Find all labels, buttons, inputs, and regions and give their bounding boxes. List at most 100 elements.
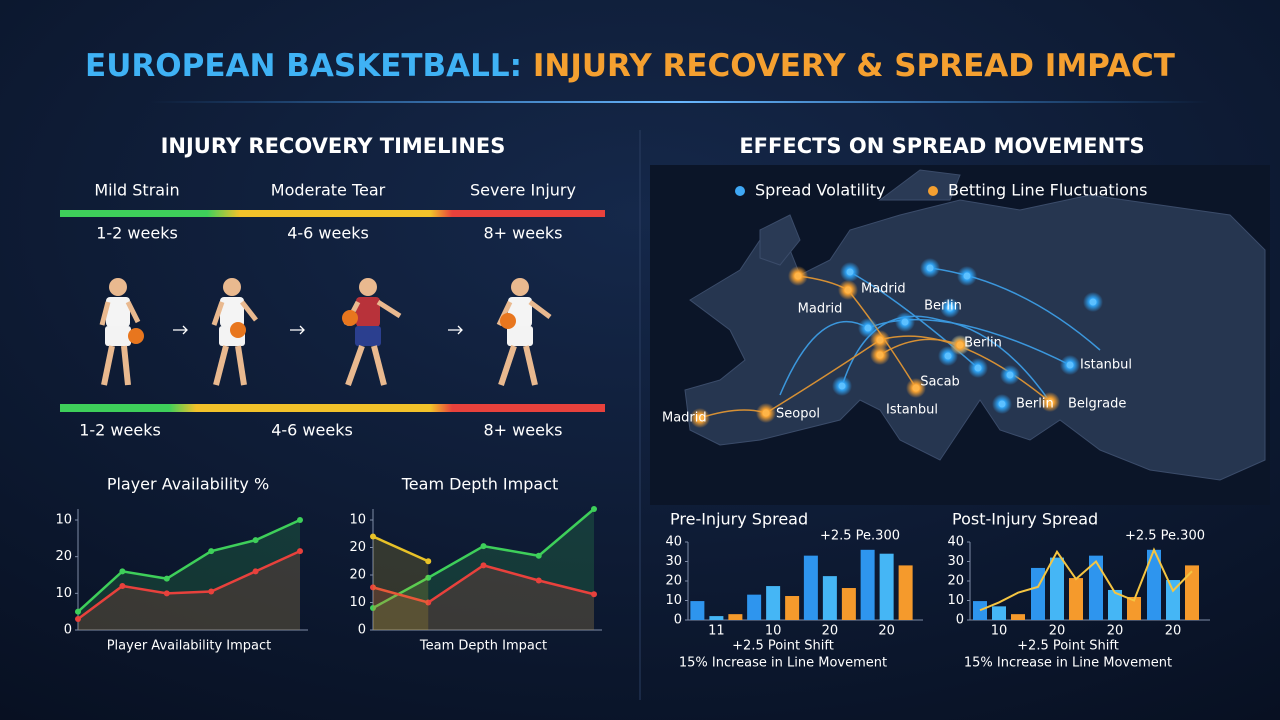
map-point: [974, 364, 982, 372]
point: [163, 590, 170, 597]
label: Belgrade: [1068, 397, 1126, 412]
bar: [766, 586, 781, 620]
map-point: [1089, 298, 1097, 306]
player-figure: [99, 278, 144, 386]
label: 11: [708, 624, 725, 639]
label: Post-Injury Spread: [952, 510, 1098, 529]
label: Sacab: [920, 375, 960, 390]
label: 15% Increase in Line Movement: [964, 656, 1172, 671]
point: [163, 575, 170, 582]
title-part: EUROPEAN BASKETBALL:: [85, 48, 522, 84]
map-point: [846, 268, 854, 276]
shorts: [507, 326, 533, 346]
map-point: [956, 341, 964, 349]
player-figure: [342, 278, 402, 387]
label: Severe Injury: [470, 181, 576, 200]
jersey: [220, 297, 244, 327]
label: 0: [956, 613, 964, 628]
map-point: [696, 414, 704, 422]
label: EFFECTS ON SPREAD MOVEMENTS: [739, 134, 1144, 158]
point: [208, 548, 215, 555]
label: +2.5 Pe.300: [1125, 529, 1205, 544]
bar: [690, 601, 705, 620]
jersey: [106, 297, 130, 327]
ball: [128, 328, 144, 344]
arm: [99, 301, 111, 326]
timeline-bar: [60, 404, 605, 412]
label: Player Availability %: [107, 475, 269, 494]
point: [75, 616, 81, 622]
map-point: [794, 272, 802, 280]
leg: [371, 345, 387, 386]
label: 10: [349, 513, 366, 528]
head: [359, 278, 377, 296]
label: 20: [1165, 624, 1182, 639]
map-point: [876, 336, 884, 344]
label: 8+ weeks: [483, 224, 562, 243]
bar: [785, 596, 800, 620]
label: 20: [349, 540, 366, 555]
point: [75, 608, 81, 615]
bar: [1050, 557, 1064, 620]
label: 20: [1107, 624, 1124, 639]
bar: [898, 565, 913, 620]
map-point: [963, 272, 971, 280]
arrow: [448, 325, 463, 335]
area: [78, 520, 300, 630]
label: 40: [947, 535, 964, 550]
bar: [803, 555, 818, 620]
point: [480, 562, 487, 569]
area: [78, 551, 300, 630]
point: [297, 517, 303, 523]
title-underline: [150, 101, 1210, 103]
label: Madrid: [662, 411, 707, 426]
arm: [240, 300, 258, 322]
map-point: [998, 400, 1006, 408]
map-point: [926, 264, 934, 272]
leg: [121, 345, 131, 386]
label: 20: [349, 568, 366, 583]
point: [370, 533, 376, 540]
head: [511, 278, 529, 296]
label: 20: [665, 574, 682, 589]
label: 30: [665, 554, 682, 569]
timeline-bar: [60, 210, 605, 217]
arrow: [290, 325, 305, 335]
label: 30: [947, 554, 964, 569]
point: [425, 558, 432, 565]
legend-dot: [735, 186, 745, 196]
map-point: [1006, 371, 1014, 379]
point: [591, 506, 597, 512]
bar: [1069, 578, 1083, 620]
arm: [211, 301, 225, 326]
label: Berlin: [924, 299, 962, 314]
title-part: INJURY RECOVERY & SPREAD IMPACT: [533, 48, 1175, 84]
label: Madrid: [861, 282, 906, 297]
label: +2.5 Point Shift: [732, 639, 834, 654]
label: 0: [674, 613, 682, 628]
label: Madrid: [798, 302, 843, 317]
bar: [860, 549, 875, 620]
label: 15% Increase in Line Movement: [679, 656, 887, 671]
label: 20: [822, 624, 839, 639]
connection: [699, 335, 1051, 419]
map-point: [946, 304, 954, 312]
bar: [709, 616, 724, 620]
point: [480, 543, 487, 550]
label: 1-2 weeks: [79, 421, 161, 440]
legend-dot: [928, 186, 938, 196]
arm: [376, 299, 402, 319]
leg: [101, 345, 115, 386]
leg: [213, 345, 229, 386]
point: [297, 548, 303, 555]
label: 8+ weeks: [483, 421, 562, 440]
head: [109, 278, 127, 296]
bar: [992, 606, 1006, 620]
label: Seopol: [776, 407, 820, 422]
point: [119, 583, 126, 589]
label: Berlin: [1016, 397, 1054, 412]
bar: [1185, 565, 1199, 620]
page-title: EUROPEAN BASKETBALL: INJURY RECOVERY & S…: [85, 48, 1175, 84]
label: Betting Line Fluctuations: [948, 181, 1147, 200]
